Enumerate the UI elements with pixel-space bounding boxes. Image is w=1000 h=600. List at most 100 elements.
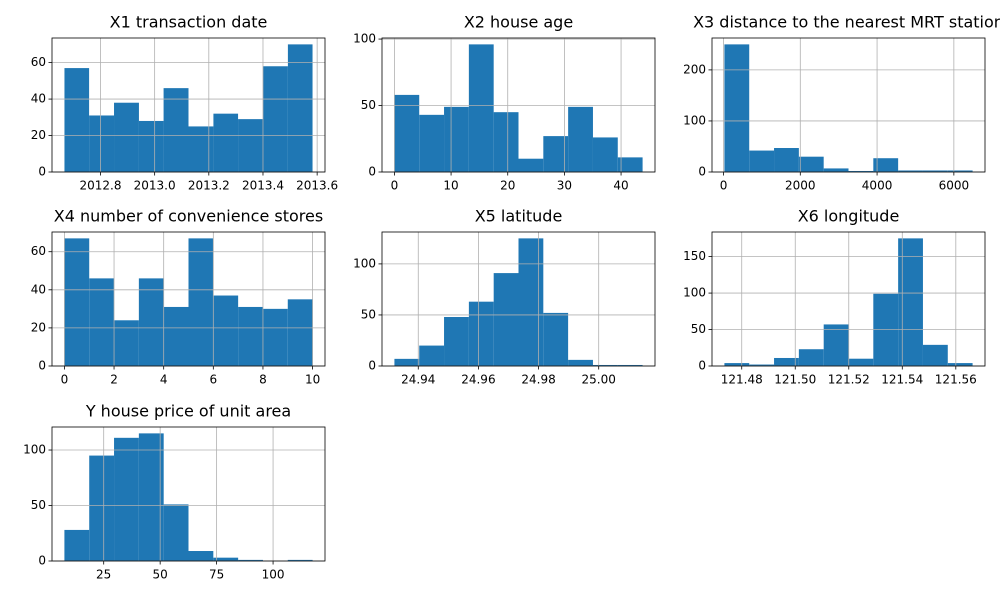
bar	[543, 312, 569, 366]
bar	[823, 324, 849, 366]
x-tick-label: 121.50	[774, 373, 816, 387]
chart-title: X1 transaction date	[110, 13, 268, 32]
y-tick-label: 40	[31, 92, 46, 106]
x-tick-label: 25	[96, 568, 111, 582]
x-tick-label: 24.98	[521, 373, 555, 387]
bar	[163, 88, 189, 172]
bar	[138, 120, 164, 172]
bar	[774, 357, 799, 366]
bar	[592, 364, 618, 366]
bar	[873, 158, 899, 172]
bar	[64, 529, 90, 561]
y-tick-label: 60	[31, 55, 46, 69]
bar	[238, 559, 263, 561]
bar	[64, 238, 90, 366]
chart-title: Y house price of unit area	[85, 402, 291, 421]
bar	[617, 157, 643, 172]
axes-frame	[51, 426, 326, 562]
bar	[213, 113, 239, 172]
x-tick-label: 2013.2	[188, 179, 230, 193]
bar	[724, 363, 750, 366]
bar	[89, 455, 115, 561]
x-tick-label: 4	[160, 373, 168, 387]
x-tick-label: 121.52	[828, 373, 870, 387]
y-tick-label: 0	[38, 554, 46, 568]
bar	[114, 320, 139, 366]
bar	[468, 44, 494, 172]
x-tick-label: 2013.0	[134, 179, 176, 193]
x-tick-label: 2012.8	[79, 179, 121, 193]
chart-title: X2 house age	[464, 13, 573, 32]
y-tick-label: 100	[353, 256, 376, 270]
x-tick-label: 0	[391, 179, 399, 193]
bar	[188, 238, 214, 366]
x-tick-label: 100	[262, 568, 285, 582]
bar	[419, 345, 445, 366]
bar	[568, 106, 593, 172]
axes-frame	[711, 37, 986, 173]
x-tick-label: 2000	[785, 179, 816, 193]
x-tick-label: 24.94	[401, 373, 435, 387]
bar	[592, 137, 618, 172]
bar	[848, 358, 874, 366]
y-tick-label: 0	[368, 359, 376, 373]
y-tick-label: 50	[361, 98, 376, 112]
y-tick-label: 100	[353, 32, 376, 46]
x-tick-label: 25.00	[582, 373, 616, 387]
bar	[419, 114, 445, 172]
y-tick-label: 200	[683, 62, 706, 76]
bar	[213, 557, 239, 561]
y-tick-label: 20	[31, 320, 46, 334]
x-tick-label: 0	[61, 373, 69, 387]
bar	[468, 301, 494, 366]
bar	[617, 364, 643, 366]
bar	[262, 66, 288, 172]
x-tick-label: 10	[305, 373, 320, 387]
x-tick-label: 6	[209, 373, 217, 387]
bar	[89, 115, 115, 172]
chart-title: X3 distance to the nearest MRT station	[693, 13, 1000, 32]
x-tick-label: 75	[209, 568, 224, 582]
chart-title: X4 number of convenience stores	[54, 207, 323, 226]
y-tick-label: 0	[368, 165, 376, 179]
bar	[518, 158, 544, 172]
x-tick-label: 6000	[939, 179, 970, 193]
bar	[774, 148, 799, 172]
x-tick-label: 2013.4	[242, 179, 284, 193]
x-tick-label: 50	[153, 568, 168, 582]
bar	[394, 358, 420, 366]
y-tick-label: 100	[683, 113, 706, 127]
x-tick-label: 20	[500, 179, 515, 193]
bar	[188, 551, 214, 561]
bar	[568, 359, 593, 366]
bar	[947, 363, 973, 366]
x-tick-label: 121.54	[881, 373, 923, 387]
bar	[749, 150, 775, 172]
y-tick-label: 0	[698, 165, 706, 179]
bar	[213, 295, 239, 366]
y-tick-label: 20	[31, 128, 46, 142]
bar	[922, 344, 948, 366]
x-tick-label: 10	[443, 179, 458, 193]
x-tick-label: 4000	[862, 179, 893, 193]
bar	[898, 238, 923, 366]
bar	[493, 112, 519, 172]
x-tick-label: 30	[557, 179, 572, 193]
bar	[138, 278, 164, 366]
bar	[724, 44, 750, 172]
bar	[287, 44, 313, 172]
axes-frame	[51, 37, 326, 173]
x-tick-label: 24.96	[461, 373, 495, 387]
bar	[823, 168, 849, 172]
y-tick-label: 50	[31, 498, 46, 512]
x-tick-label: 121.56	[935, 373, 977, 387]
bar	[163, 504, 189, 561]
x-tick-label: 0	[720, 179, 728, 193]
x-tick-label: 121.48	[721, 373, 763, 387]
bar	[114, 437, 139, 561]
bar	[287, 299, 313, 366]
x-tick-label: 8	[259, 373, 267, 387]
bar	[898, 170, 923, 172]
axes-frame	[711, 231, 986, 367]
